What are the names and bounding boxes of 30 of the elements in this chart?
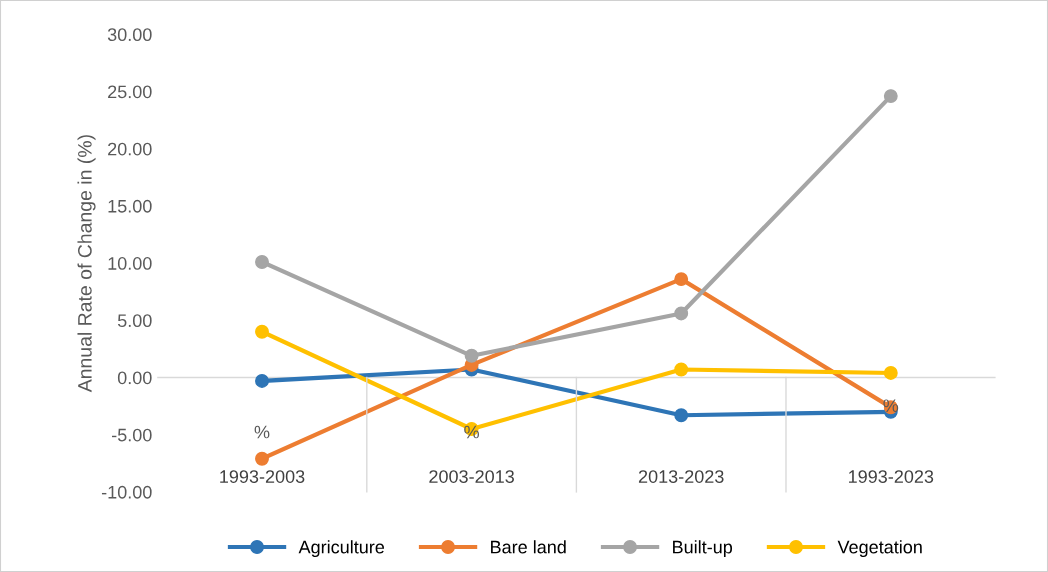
- annotation: %: [254, 425, 270, 439]
- point: [883, 365, 898, 380]
- point: [255, 451, 269, 466]
- x-tick-label: 2013-2023: [638, 470, 724, 483]
- y-tick-label: 25.00: [108, 85, 152, 99]
- point: [674, 408, 689, 423]
- y-tick-label: -5.00: [111, 428, 152, 442]
- point: [883, 89, 898, 104]
- y-tick-label: 20.00: [108, 142, 152, 156]
- legend-label: Bare land: [491, 540, 566, 554]
- legend-label: Built-up: [673, 540, 733, 558]
- y-tick-label: 30.00: [107, 28, 152, 42]
- x-tick-label: 1993-2003: [220, 470, 305, 483]
- point: [674, 306, 689, 321]
- y-axis-title: Annual Rate of Change in (%): [77, 135, 96, 393]
- point: [255, 255, 269, 269]
- y-tick-label: 15.00: [108, 199, 152, 213]
- y-tick-label: 10.00: [108, 257, 152, 270]
- legend-label: Agriculture: [298, 540, 385, 558]
- x-tick-label: 1993-2023: [849, 470, 934, 483]
- x-tick-label: 2003-2013: [429, 470, 514, 483]
- point: [255, 374, 269, 388]
- y-tick-label: -10.00: [101, 485, 152, 499]
- point: [674, 272, 689, 287]
- point: [464, 348, 479, 363]
- y-tick-label: 0.00: [117, 371, 152, 385]
- y-tick-label: 5.00: [117, 314, 152, 328]
- point: [674, 362, 689, 377]
- legend-label: Vegetation: [837, 540, 922, 558]
- point: [255, 324, 269, 339]
